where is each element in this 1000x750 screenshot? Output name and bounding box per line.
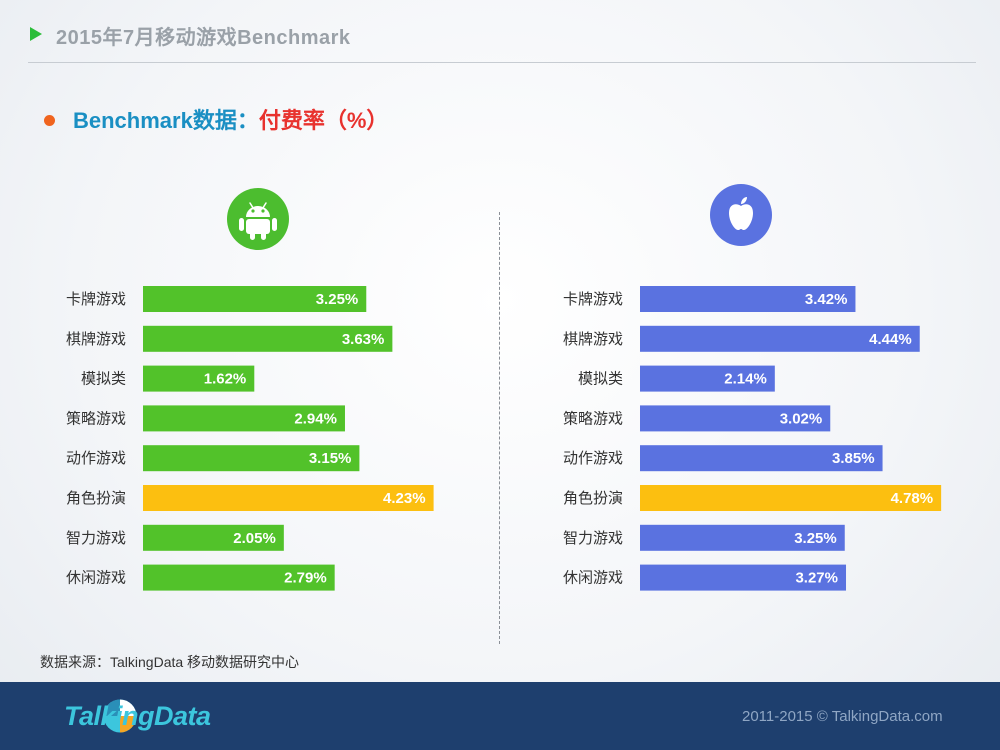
- play-arrow-icon: [30, 27, 42, 41]
- header: 2015年7月移动游戏Benchmark: [0, 0, 1000, 64]
- copyright-text: 2011-2015 © TalkingData.com: [742, 708, 943, 725]
- ios-category-label: 动作游戏: [563, 449, 623, 467]
- android-bar: [143, 524, 284, 551]
- data-source-note: 数据来源：TalkingData 移动数据研究中心: [40, 654, 300, 670]
- apple-icon: [710, 184, 772, 246]
- bullet-dot-icon: [44, 114, 55, 126]
- ios-bar: [640, 564, 847, 591]
- android-category-label: 模拟类: [81, 370, 126, 388]
- footer-bar: [0, 682, 1000, 750]
- ios-category-label: 休闲游戏: [563, 569, 623, 587]
- android-value-label: 4.23%: [383, 490, 426, 507]
- brand-logo-text: TalkingData: [64, 701, 211, 731]
- section-subtitle: Benchmark数据：付费率（%）: [44, 103, 388, 135]
- subtitle-part-a: Benchmark数据：: [73, 108, 259, 133]
- ios-category-label: 模拟类: [578, 370, 623, 388]
- page-title: 2015年7月移动游戏Benchmark: [56, 27, 351, 49]
- android-bar: [143, 286, 367, 312]
- ios-bar: [640, 485, 942, 511]
- android-category-label: 休闲游戏: [66, 569, 126, 587]
- ios-value-label: 3.85%: [832, 450, 875, 467]
- ios-category-label: 智力游戏: [563, 529, 623, 547]
- ios-bar: [640, 445, 883, 472]
- android-category-label: 卡牌游戏: [66, 290, 126, 308]
- ios-bar: [640, 405, 831, 432]
- android-value-label: 2.05%: [233, 530, 276, 547]
- ios-value-label: 3.02%: [780, 410, 823, 427]
- android-category-label: 动作游戏: [66, 449, 126, 467]
- android-bar: [143, 405, 345, 432]
- android-value-label: 3.63%: [342, 331, 385, 348]
- android-category-label: 智力游戏: [66, 529, 126, 547]
- talkingdata-logo-icon: [103, 699, 137, 733]
- ios-bar: [640, 365, 775, 392]
- android-value-label: 3.15%: [309, 450, 352, 467]
- ios-value-label: 3.25%: [794, 530, 837, 547]
- android-bar: [143, 445, 360, 472]
- android-bar: [143, 485, 434, 511]
- ios-category-label: 棋牌游戏: [563, 330, 623, 348]
- android-icon: [227, 188, 289, 250]
- ios-bar: [640, 286, 856, 312]
- ios-bar: [640, 325, 920, 352]
- android-value-label: 3.25%: [316, 291, 359, 308]
- android-value-label: 2.79%: [284, 570, 327, 587]
- ios-value-label: 2.14%: [724, 371, 767, 388]
- chart-divider: [499, 212, 500, 644]
- ios-bar: [640, 524, 845, 551]
- header-divider: [28, 62, 976, 63]
- android-value-label: 1.62%: [204, 371, 247, 388]
- android-bar: [143, 365, 255, 392]
- ios-value-label: 3.42%: [805, 291, 848, 308]
- ios-value-label: 4.78%: [891, 490, 934, 507]
- android-bar: [143, 325, 393, 352]
- android-category-label: 策略游戏: [66, 409, 126, 427]
- android-category-label: 角色扮演: [66, 489, 126, 507]
- subtitle-part-b: 付费率（%）: [258, 108, 389, 133]
- ios-category-label: 策略游戏: [563, 409, 623, 427]
- ios-value-label: 4.44%: [869, 331, 912, 348]
- android-bar: [143, 564, 335, 591]
- ios-value-label: 3.27%: [795, 570, 838, 587]
- ios-category-label: 角色扮演: [563, 489, 623, 507]
- android-category-label: 棋牌游戏: [66, 330, 126, 348]
- ios-category-label: 卡牌游戏: [563, 290, 623, 308]
- android-value-label: 2.94%: [294, 410, 337, 427]
